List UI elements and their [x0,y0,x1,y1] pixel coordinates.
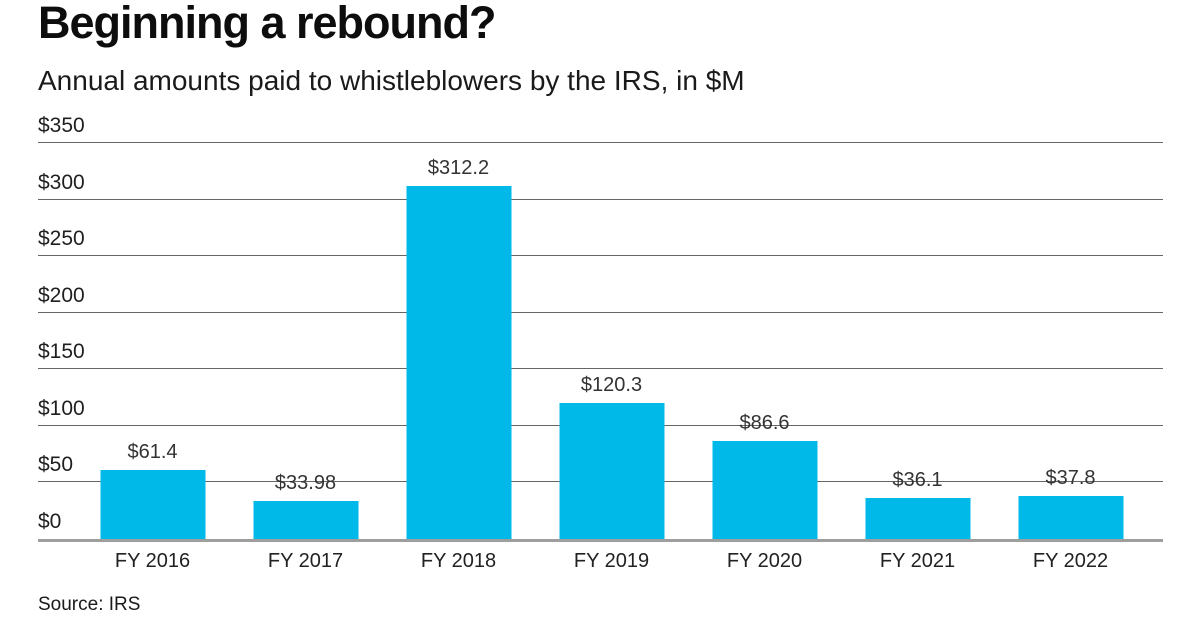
bar-value-label: $33.98 [274,471,337,494]
bar-column-fy-2019: $120.3 FY 2019 [535,143,688,572]
y-axis-tick-label: $200 [38,283,85,307]
bar-column-fy-2021: $36.1 FY 2021 [841,143,994,572]
bar-chart-plot-area: $0 $50 $100 $150 $200 $250 $300 $350 $61.4 FY 20… [38,114,1163,572]
source-note: Source: IRS [38,594,141,615]
x-axis-tick-label: FY 2019 [573,550,650,572]
bar [712,441,817,539]
bar [253,500,358,539]
bar-column-fy-2022: $37.8 FY 2022 [994,143,1147,572]
bar-column-fy-2018: $312.2 FY 2018 [382,143,535,572]
bar-value-label: $61.4 [127,440,178,463]
bar-series: $61.4 FY 2016 $33.98 FY 2017 $312.2 FY 2018 $1… [76,143,1147,572]
gridline-250 [38,255,1163,257]
gridline-150 [38,368,1163,370]
bar-value-label: $312.2 [427,156,490,179]
gridline-200 [38,311,1163,313]
x-axis-tick-label: FY 2017 [267,550,344,572]
bar-column-fy-2017: $33.98 FY 2017 [229,143,382,572]
chart-title: Beginning a rebound? [38,0,496,48]
gridline-300 [38,198,1163,200]
x-axis-tick-label: FY 2018 [420,550,497,572]
gridline-350 [38,142,1163,143]
y-axis-tick-label: $150 [38,340,85,364]
x-axis-tick-label: FY 2021 [879,550,956,572]
y-axis-tick-label: $300 [38,170,85,194]
y-axis-tick-label: $350 [38,114,85,137]
bar [406,185,511,539]
x-axis-tick-label: FY 2016 [114,550,191,572]
y-axis-tick-label: $50 [38,453,74,477]
y-axis-tick-label: $0 [38,510,62,533]
bar [1018,496,1123,539]
chart-subtitle: Annual amounts paid to whistleblowers by… [38,65,745,96]
bar-value-label: $37.8 [1045,467,1096,490]
x-axis-tick-label: FY 2020 [726,550,803,572]
bar [559,402,664,539]
bar-value-label: $86.6 [739,412,790,435]
x-axis-tick-label: FY 2022 [1032,550,1109,572]
y-axis-tick-label: $100 [38,396,85,420]
bar [100,469,205,539]
bar [865,498,970,539]
bar-value-label: $36.1 [892,469,943,492]
y-axis-tick-label: $250 [38,227,85,251]
bar-column-fy-2020: $86.6 FY 2020 [688,143,841,572]
bar-value-label: $120.3 [580,373,643,396]
bar-column-fy-2016: $61.4 FY 2016 [76,143,229,572]
